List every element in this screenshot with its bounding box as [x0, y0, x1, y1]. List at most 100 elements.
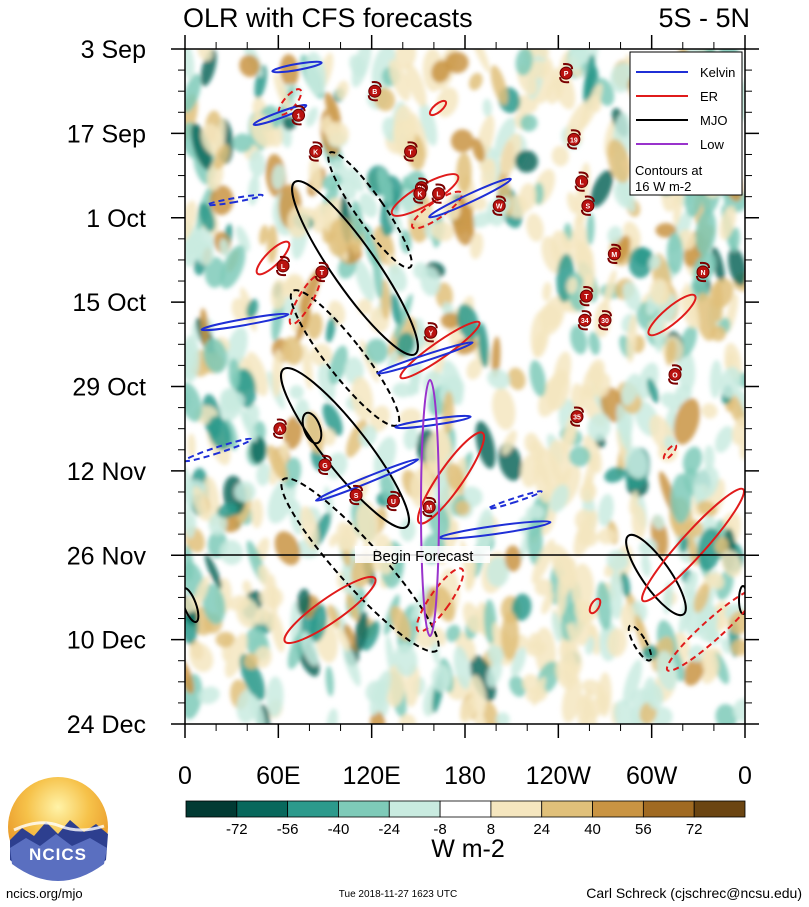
er-contour — [288, 274, 322, 326]
svg-text:W: W — [496, 204, 503, 211]
footer-url: ncics.org/mjo — [6, 886, 83, 901]
kelvin-contour — [271, 60, 323, 74]
kelvin-contour — [185, 437, 253, 463]
colorbar-swatch — [592, 800, 644, 818]
y-tick-label: 29 Oct — [72, 374, 146, 402]
storm-marker: P — [559, 62, 574, 84]
storm-marker: W — [492, 195, 507, 216]
chart-title: OLR with CFS forecasts — [183, 3, 473, 33]
storm-marker: 34 — [577, 310, 592, 331]
svg-text:S: S — [354, 493, 359, 500]
footer-timestamp: Tue 2018-11-27 1623 UTC — [339, 889, 457, 900]
y-tick-label: 3 Sep — [81, 36, 146, 64]
mjo-contour — [327, 151, 413, 269]
er-contour — [415, 567, 465, 633]
x-tick-label: 120E — [342, 762, 400, 790]
svg-text:35: 35 — [573, 415, 581, 422]
kelvin-contour — [314, 458, 420, 502]
svg-text:O: O — [672, 372, 678, 379]
mjo-contour — [301, 411, 323, 445]
storm-marker: O — [668, 364, 682, 385]
svg-text:T: T — [408, 149, 413, 156]
x-tick-label: 120W — [526, 762, 592, 790]
storm-marker: K — [412, 183, 427, 204]
svg-text:K: K — [313, 149, 318, 156]
svg-text:U: U — [391, 499, 396, 506]
mjo-contour — [291, 180, 419, 356]
svg-text:N: N — [700, 270, 705, 277]
colorbar-label: 56 — [635, 821, 652, 838]
er-contour — [399, 320, 481, 380]
x-tick-label: 0 — [178, 762, 192, 790]
kelvin-contour — [200, 312, 290, 332]
storm-marker: 35 — [570, 406, 584, 427]
svg-text:K: K — [417, 192, 422, 199]
svg-text:S: S — [586, 204, 591, 211]
storm-marker: L — [431, 183, 446, 204]
y-tick-label: 1 Oct — [86, 205, 146, 233]
storm-marker: A — [272, 418, 287, 439]
colorbar-swatch — [541, 800, 593, 818]
colorbar-label: 24 — [533, 821, 550, 838]
kelvin-contour — [487, 490, 543, 510]
storm-marker: M — [422, 496, 437, 518]
kelvin-contour — [206, 193, 264, 207]
x-tick-label: 180 — [444, 762, 486, 790]
storm-marker: L — [574, 171, 589, 192]
er-contour — [428, 99, 448, 117]
colorbar: -72 -56 -40 -24 -8 8 24 40 56 72 — [185, 800, 746, 838]
low-contour — [420, 379, 440, 637]
storm-marker: G — [318, 454, 332, 475]
storm-marker: 30 — [598, 310, 612, 331]
storm-marker: 19 — [566, 129, 581, 150]
legend-note-line2: 16 W m-2 — [635, 179, 691, 194]
x-tick-label: 60W — [626, 762, 678, 790]
svg-text:B: B — [372, 89, 377, 96]
svg-text:L: L — [281, 264, 286, 271]
colorbar-label: 8 — [487, 821, 495, 838]
svg-text:19: 19 — [570, 137, 578, 144]
legend-label: MJO — [700, 113, 727, 128]
svg-text:T: T — [584, 294, 589, 301]
svg-text:34: 34 — [581, 318, 589, 325]
legend-label: Low — [700, 137, 724, 152]
er-contour — [277, 88, 303, 116]
colorbar-label: 40 — [584, 821, 601, 838]
colorbar-swatch — [338, 800, 390, 818]
logo-text: NCICS — [29, 845, 87, 864]
svg-text:M: M — [611, 252, 617, 259]
storm-marker: Y — [423, 322, 438, 343]
storm-marker: 1 — [291, 105, 306, 126]
storm-marker: T — [403, 141, 418, 162]
colorbar-swatch — [287, 800, 339, 818]
svg-text:P: P — [564, 71, 569, 78]
storm-marker: B — [367, 81, 382, 102]
colorbar-label: -72 — [226, 821, 248, 838]
storm-markers: B1KTP19LSMNT3430O35LTYAGSUM28LKW — [272, 62, 710, 518]
axes: 3 Sep 17 Sep 1 Oct 15 Oct 29 Oct 12 Nov 26 Nov… — [67, 35, 759, 790]
er-contour — [416, 431, 486, 525]
colorbar-label: -40 — [328, 821, 350, 838]
svg-text:L: L — [580, 180, 585, 187]
er-contour — [641, 487, 745, 603]
y-tick-label: 12 Nov — [67, 458, 147, 486]
colorbar-unit: W m-2 — [431, 835, 505, 863]
storm-marker: U — [386, 490, 401, 512]
mjo-contour — [627, 624, 653, 662]
storm-marker: N — [696, 261, 710, 283]
er-contour — [665, 588, 745, 672]
kelvin-contour — [376, 341, 474, 375]
storm-marker: S — [349, 484, 364, 506]
legend-note-line1: Contours at — [635, 163, 703, 178]
legend-label: ER — [700, 89, 718, 104]
colorbar-swatch — [693, 800, 746, 818]
x-tick-label: 60E — [256, 762, 300, 790]
storm-marker: S — [580, 195, 595, 216]
colorbar-swatch — [388, 800, 441, 818]
wave-contours — [185, 60, 745, 672]
y-tick-label: 10 Dec — [67, 627, 146, 655]
kelvin-contour — [428, 177, 512, 219]
colorbar-swatch — [439, 800, 492, 818]
footer-credit: Carl Schreck (cjschrec@ncsu.edu) — [586, 885, 802, 901]
kelvin-contour — [252, 104, 308, 126]
